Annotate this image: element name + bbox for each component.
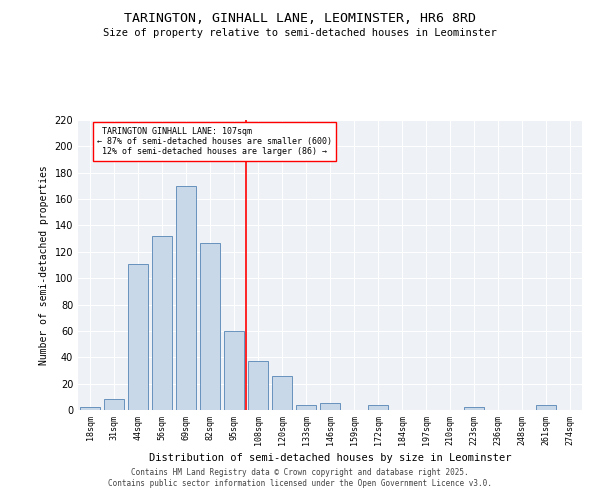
Bar (320, 404, 340, 410)
X-axis label: Distribution of semi-detached houses by size in Leominster: Distribution of semi-detached houses by … (149, 453, 511, 463)
Bar (128, 264, 148, 410)
Bar (104, 400, 124, 410)
Bar (200, 242, 220, 410)
Bar (80, 408, 100, 410)
Bar (296, 404, 316, 410)
Text: Size of property relative to semi-detached houses in Leominster: Size of property relative to semi-detach… (103, 28, 497, 38)
Bar (224, 331, 244, 410)
Text: Contains HM Land Registry data © Crown copyright and database right 2025.
Contai: Contains HM Land Registry data © Crown c… (108, 468, 492, 487)
Bar (272, 376, 292, 410)
Y-axis label: Number of semi-detached properties: Number of semi-detached properties (39, 165, 49, 365)
Bar (464, 408, 484, 410)
Text: TARINGTON GINHALL LANE: 107sqm
← 87% of semi-detached houses are smaller (600)
 : TARINGTON GINHALL LANE: 107sqm ← 87% of … (97, 126, 332, 156)
Text: TARINGTON, GINHALL LANE, LEOMINSTER, HR6 8RD: TARINGTON, GINHALL LANE, LEOMINSTER, HR6… (124, 12, 476, 26)
Bar (176, 186, 196, 410)
Bar (536, 404, 556, 410)
Bar (368, 404, 388, 410)
Bar (248, 361, 268, 410)
Bar (152, 236, 172, 410)
